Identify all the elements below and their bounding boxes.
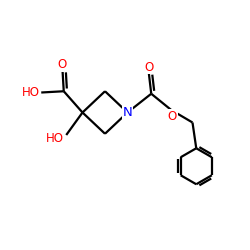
- Text: O: O: [58, 58, 67, 71]
- Text: HO: HO: [46, 132, 64, 145]
- Text: O: O: [168, 110, 177, 123]
- Text: O: O: [144, 60, 154, 74]
- Text: HO: HO: [22, 86, 40, 99]
- Text: N: N: [122, 106, 132, 119]
